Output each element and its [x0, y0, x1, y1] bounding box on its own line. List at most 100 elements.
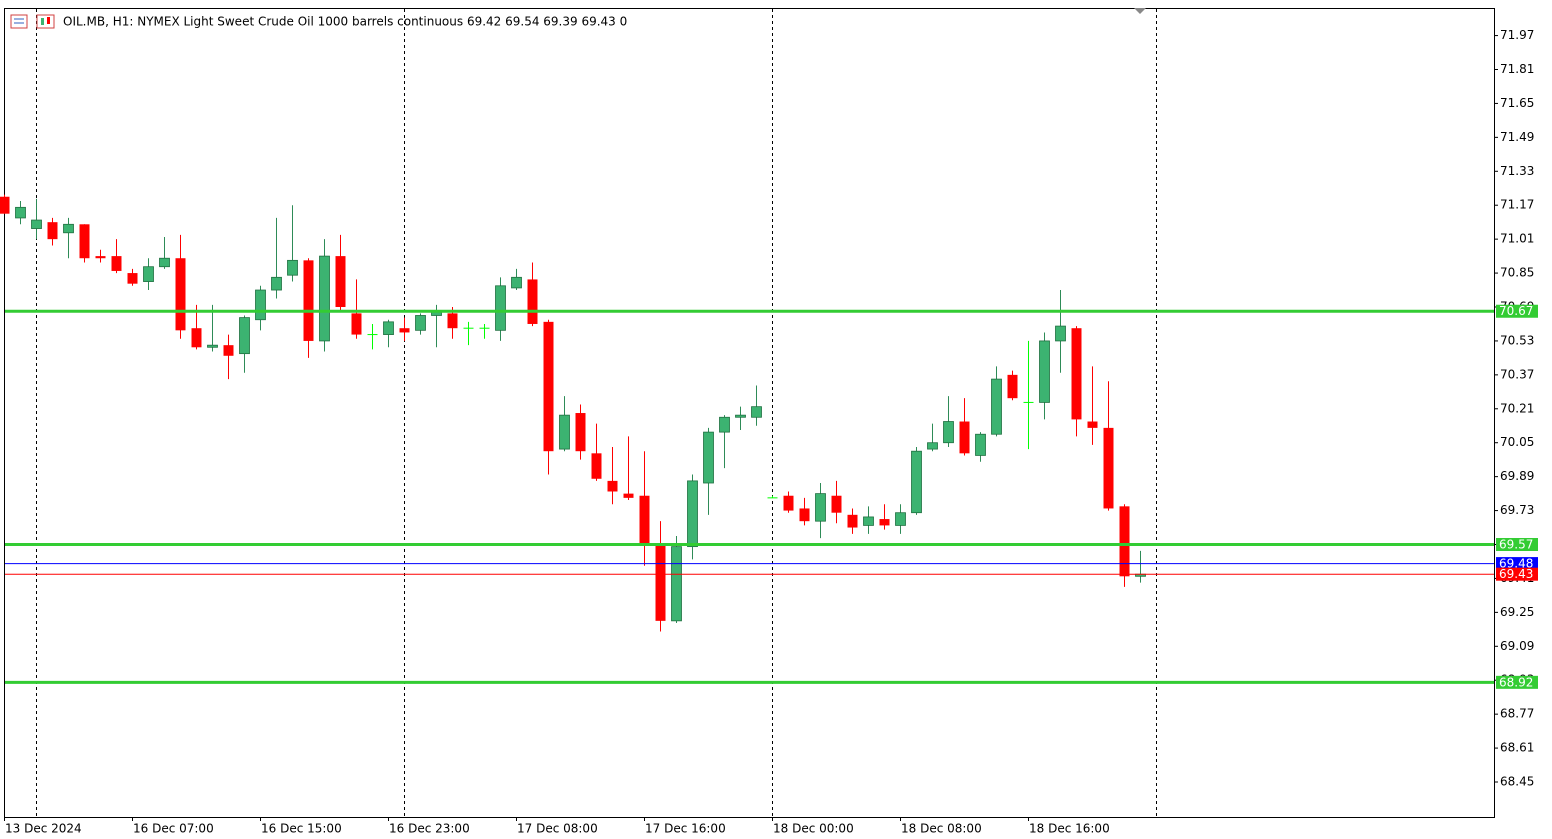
candle-body [607, 480, 618, 492]
y-tick-label: 71.17 [1500, 198, 1534, 212]
x-tick-label: 17 Dec 16:00 [645, 822, 726, 836]
candle-body [47, 222, 58, 240]
candle-body [815, 493, 826, 522]
price-level-label: 69.43 [1499, 567, 1533, 581]
x-tick-label: 18 Dec 16:00 [1029, 822, 1110, 836]
candle-body [63, 223, 74, 234]
candle-body [591, 453, 602, 479]
y-tick-label: 69.25 [1500, 605, 1534, 619]
candle-body [447, 313, 458, 329]
y-tick-label: 71.01 [1500, 232, 1534, 246]
y-tick-label: 68.61 [1500, 741, 1534, 755]
candle-body [191, 328, 202, 348]
y-tick-label: 70.21 [1500, 401, 1534, 415]
y-tick-label: 70.05 [1500, 435, 1534, 449]
candle-body [575, 413, 586, 452]
x-tick-label: 18 Dec 08:00 [901, 822, 982, 836]
price-level-label: 68.92 [1499, 675, 1533, 689]
candle-body [111, 256, 122, 271]
candle-body [1071, 328, 1082, 420]
candle-body [527, 279, 538, 324]
candle-body [127, 273, 138, 284]
y-tick-label: 71.65 [1500, 96, 1534, 110]
y-tick-label: 68.45 [1500, 775, 1534, 789]
shift-marker [1134, 8, 1146, 14]
y-tick-label: 71.33 [1500, 164, 1534, 178]
price-level-label: 69.57 [1499, 538, 1533, 552]
candle-body [175, 258, 186, 331]
candle-body [687, 480, 698, 548]
candle-body [911, 450, 922, 514]
icon [47, 17, 50, 24]
candle-body [255, 289, 266, 321]
plot-frame [4, 8, 1495, 818]
candle-body [543, 321, 554, 452]
y-tick-label: 69.73 [1500, 503, 1534, 517]
candle-body [783, 495, 794, 511]
candle-body [703, 431, 714, 484]
y-tick-label: 70.37 [1500, 367, 1534, 381]
x-tick-label: 16 Dec 07:00 [133, 822, 214, 836]
candle-body [719, 416, 730, 433]
price-level-tag [1496, 538, 1538, 552]
x-tick-label: 16 Dec 23:00 [389, 822, 470, 836]
candle-body [495, 285, 506, 331]
y-tick-label: 70.85 [1500, 266, 1534, 280]
x-tick-label: 16 Dec 15:00 [261, 822, 342, 836]
price-level-label: 70.67 [1499, 304, 1533, 318]
candle-body [287, 259, 298, 276]
y-tick-label: 70.53 [1500, 333, 1534, 347]
candle-body [511, 276, 522, 289]
candle-body [79, 224, 90, 259]
y-tick-label: 68.77 [1500, 707, 1534, 721]
candle-body [943, 421, 954, 444]
candle-body [975, 433, 986, 456]
candle-body [879, 519, 890, 526]
x-tick-label: 18 Dec 00:00 [773, 822, 854, 836]
candle-body [1087, 421, 1098, 428]
price-level-tag [1496, 304, 1538, 318]
price-level-tag [1496, 557, 1538, 571]
x-tick-label: 17 Dec 08:00 [517, 822, 598, 836]
candle-body [303, 260, 314, 341]
candle-body [15, 206, 26, 219]
candle-body [223, 345, 234, 356]
candle-body [1007, 374, 1018, 399]
candle-body [1119, 506, 1130, 577]
candle-body [1055, 325, 1066, 342]
candle-body [639, 495, 650, 545]
candle-body [623, 493, 634, 498]
candle-body [0, 196, 10, 214]
candle-body [991, 378, 1002, 435]
candle-body [159, 257, 170, 268]
y-tick-label: 71.49 [1500, 130, 1534, 144]
candle-body [751, 406, 762, 418]
candle-body [655, 544, 666, 621]
y-tick-label: 71.81 [1500, 62, 1534, 76]
candle-body [959, 421, 970, 454]
icon [41, 18, 44, 25]
price-level-tag [1496, 567, 1538, 581]
candle-body [735, 414, 746, 418]
candle-body [831, 495, 842, 513]
candle-body [271, 276, 282, 291]
candle-body [1103, 427, 1114, 509]
price-level-label: 69.48 [1499, 557, 1533, 571]
candle-body [399, 328, 410, 333]
candle-body [895, 512, 906, 526]
candle-body [143, 266, 154, 282]
header-icons [10, 14, 55, 29]
chart-title: OIL.MB, H1: NYMEX Light Sweet Crude Oil … [63, 15, 627, 29]
candle-body [559, 414, 570, 450]
candle-body [671, 546, 682, 622]
candle-body [927, 442, 938, 450]
icon [36, 14, 55, 29]
y-tick-label: 69.89 [1500, 469, 1534, 483]
candle-body [207, 344, 218, 348]
candle-body [351, 313, 362, 335]
candle-body [319, 255, 330, 342]
candle-body [1039, 340, 1050, 403]
candle-body [335, 256, 346, 308]
